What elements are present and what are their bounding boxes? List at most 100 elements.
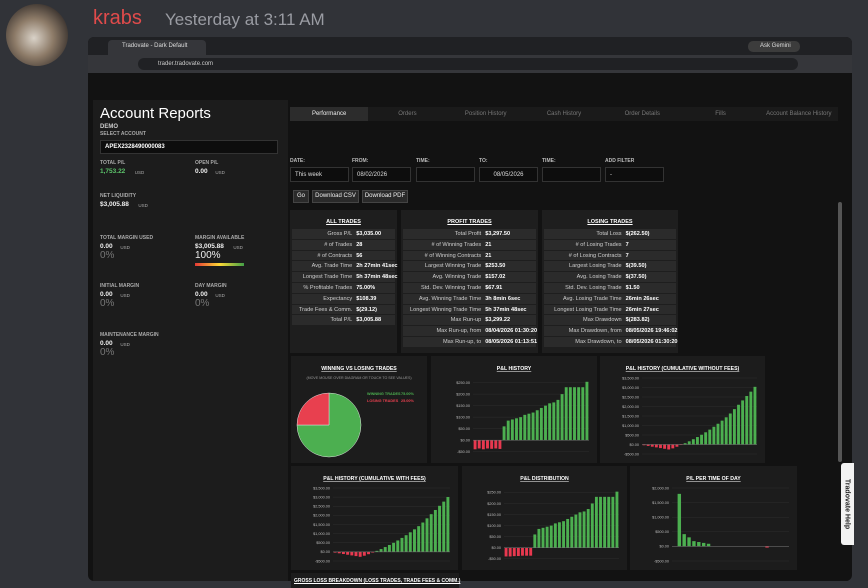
- row-label: Longest Trade Time: [302, 274, 353, 281]
- filter-input[interactable]: This week: [290, 167, 349, 182]
- chart-title: P&L HISTORY (CUMULATIVE WITH FEES): [323, 476, 426, 482]
- bar: [675, 444, 679, 447]
- bar: [677, 493, 682, 547]
- filter-input[interactable]: [416, 167, 475, 182]
- table-row: [544, 315, 676, 326]
- bar: [379, 549, 383, 552]
- bar: [545, 526, 549, 548]
- filter-input[interactable]: -: [605, 167, 664, 182]
- row-value: 7: [625, 252, 629, 259]
- bar: [728, 413, 732, 445]
- row-value: $(29.12): [356, 306, 378, 313]
- table-row: [403, 315, 536, 326]
- stat-unit: USD: [120, 341, 130, 347]
- bar: [564, 387, 568, 441]
- y-tick-label: $0.00: [491, 546, 501, 550]
- row-value: $157.02: [485, 274, 506, 281]
- bar: [683, 443, 687, 445]
- bar: [642, 444, 646, 446]
- bar: [712, 426, 716, 445]
- stat-value: $3,005.88: [100, 201, 129, 208]
- table-row: [544, 283, 676, 293]
- gemini-button[interactable]: [748, 41, 800, 52]
- bar: [525, 547, 529, 556]
- filter-label: TIME:: [416, 158, 430, 164]
- row-label: Avg. Losing Trade Time: [562, 295, 622, 302]
- button[interactable]: Download PDF: [362, 190, 408, 203]
- tab[interactable]: Order Details: [624, 111, 660, 117]
- tab[interactable]: Orders: [398, 111, 417, 117]
- bar: [502, 426, 506, 441]
- bar: [753, 386, 757, 445]
- chart-title: P&L HISTORY: [497, 366, 532, 372]
- stat-label: MARGIN AVAILABLE: [195, 235, 245, 241]
- bar: [574, 514, 578, 548]
- table-row: [403, 261, 536, 272]
- bar: [687, 537, 691, 547]
- row-value: $3,299.22: [485, 317, 511, 324]
- bar: [603, 496, 607, 548]
- tab[interactable]: Performance: [290, 107, 369, 121]
- browser-tab[interactable]: [108, 40, 206, 55]
- url: trader.tradovate.com: [158, 61, 214, 67]
- button[interactable]: Download CSV: [312, 190, 359, 203]
- bar: [433, 509, 437, 552]
- bar: [404, 535, 408, 552]
- y-tick-label: $3,500.00: [313, 486, 330, 490]
- y-tick-label: $1,000.00: [622, 424, 639, 428]
- y-tick-label: $100.00: [487, 524, 501, 528]
- row-label: Longest Winning Trade Time: [410, 306, 482, 313]
- row-value: 08/05/2026 19:46:02: [625, 328, 678, 335]
- tab[interactable]: Cash History: [546, 111, 582, 117]
- filter-input[interactable]: 08/05/2026: [479, 167, 538, 182]
- y-tick-label: $1,500.00: [313, 523, 330, 527]
- y-tick-label: $3,500.00: [622, 376, 639, 380]
- filter-input[interactable]: [542, 167, 601, 182]
- row-label: # of Winning Contracts: [424, 252, 482, 259]
- bar: [724, 417, 728, 445]
- tab-title: Tradovate - Dark Default: [122, 43, 188, 49]
- bar: [696, 437, 699, 445]
- y-tick-label: $1,000.00: [313, 532, 330, 536]
- row-value: 3h 8min 6sec: [485, 295, 521, 302]
- row-label: # of Losing Contracts: [568, 252, 622, 259]
- bar: [429, 514, 433, 552]
- y-tick-label: $0.00: [629, 443, 639, 447]
- bottom-panel: [291, 573, 459, 588]
- tab-strip: [88, 37, 852, 55]
- table-row: [403, 250, 536, 261]
- row-value: 75.00%: [356, 285, 376, 291]
- bar: [508, 547, 512, 557]
- y-tick-label: $250.00: [487, 491, 501, 495]
- bar: [570, 516, 574, 548]
- account-select[interactable]: APEX2328490000083: [100, 140, 278, 154]
- help-tab[interactable]: [841, 463, 854, 545]
- chart-title: P/L PER TIME OF DAY: [686, 476, 741, 482]
- bar: [701, 542, 706, 547]
- scrollbar: [838, 202, 842, 462]
- bar: [354, 551, 358, 557]
- stat-value: 0.00: [195, 291, 208, 298]
- row-label: Avg. Losing Trade: [576, 274, 622, 281]
- row-value: $(39.50): [625, 263, 647, 270]
- filter-input[interactable]: 08/02/2026: [352, 167, 411, 182]
- chart-panel: [431, 356, 597, 463]
- table-row: [544, 337, 676, 347]
- row-value: $3,297.50: [485, 231, 511, 237]
- table-row: [403, 239, 536, 250]
- y-tick-label: $500.00: [625, 433, 639, 437]
- row-label: Largest Losing Trade: [569, 263, 622, 270]
- stat-label: NET LIQUIDITY: [100, 193, 137, 199]
- table-row: [544, 304, 676, 315]
- address-bar[interactable]: [138, 58, 798, 70]
- bar: [732, 409, 736, 445]
- tab[interactable]: Position History: [464, 111, 507, 117]
- chart-title: P&L DISTRIBUTION: [520, 476, 569, 482]
- y-tick-label: $150.00: [456, 404, 470, 408]
- button[interactable]: Go: [293, 190, 309, 203]
- tab[interactable]: Fills: [715, 111, 726, 117]
- tab[interactable]: Account Balance History: [766, 111, 832, 117]
- margin-gauge: [195, 263, 244, 266]
- row-value: $3,005.88: [356, 317, 382, 324]
- bar: [708, 429, 712, 445]
